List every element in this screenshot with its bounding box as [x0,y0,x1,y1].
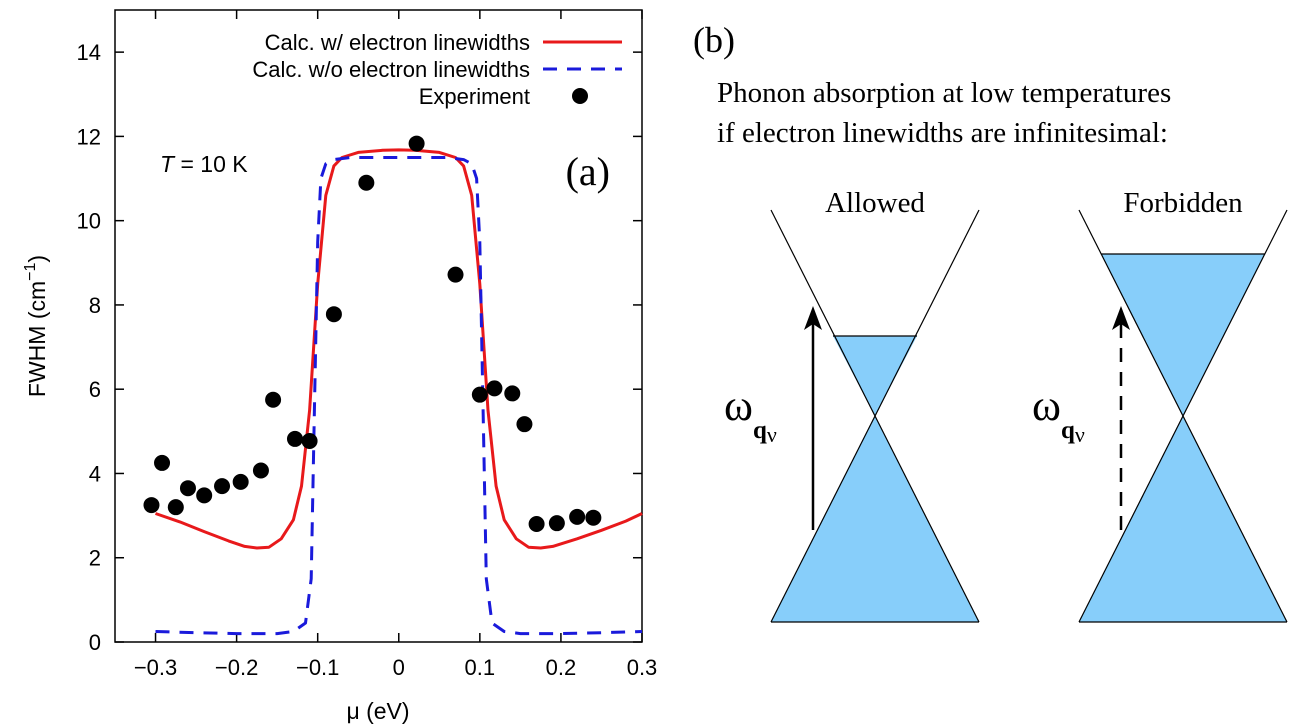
forbidden-upper-fill [1101,254,1265,416]
series-line-without-linewidths [155,156,643,636]
experiment-point [286,430,303,447]
experiment-point [252,462,269,479]
panel-b-caption-line2: if electron linewidths are infinitesimal… [717,117,1168,149]
allowed-title: Allowed [825,187,925,219]
panel-b-label: (b) [693,20,735,60]
experiment-point [143,497,160,514]
experiment-point [196,487,213,504]
experiment-point [504,385,521,402]
forbidden-cone: Forbidden ωqν [1032,187,1288,623]
experiment-point [301,433,318,450]
x-tick-label: 0.1 [465,655,496,680]
y-tick-label: 0 [89,630,101,655]
y-tick-label: 4 [89,461,101,486]
experiment-point [569,508,586,525]
series-layer [143,135,643,636]
experiment-point [471,386,488,403]
legend-marker [572,88,588,104]
experiment-point [447,266,464,283]
experiment-point [167,499,184,516]
allowed-lower-cone-fill [771,416,979,622]
axis-ticks: −0.3 −0.2 −0.1 0 0.1 0.2 0.3 0 2 4 6 8 10 12 14 [77,10,658,680]
y-tick-label: 6 [89,377,101,402]
legend-label: Calc. w/o electron linewidths [252,57,530,82]
allowed-cone: Allowed ωqν [724,187,980,623]
experiment-point [548,515,565,532]
allowed-arrow-head [804,306,822,330]
experiment-point [265,391,282,408]
panel-b-caption-line1: Phonon absorption at low temperatures [717,77,1171,109]
legend-label: Calc. w/ electron linewidths [265,30,530,55]
plot-frame [114,9,643,643]
experiment-point [516,416,533,433]
x-axis-label: μ (eV) [346,698,409,724]
y-tick-label: 2 [89,546,101,571]
temperature-annotation: T = 10 K [160,151,248,177]
legend-label: Experiment [419,84,530,109]
series-line-with-linewidths [155,148,643,550]
panel-b-diagram: (b) Phonon absorption at low temperature… [693,20,1288,623]
experiment-point [154,454,171,471]
y-axis-label: FWHM (cm−1) [22,255,50,397]
forbidden-arrow-head [1112,306,1130,330]
experiment-point [358,174,375,191]
experiment-point [486,380,503,397]
x-tick-label: 0 [393,655,405,680]
x-tick-label: −0.3 [134,655,177,680]
experiment-point [325,306,342,323]
forbidden-title: Forbidden [1123,187,1243,219]
experiment-point [408,135,425,152]
x-tick-label: 0.3 [627,655,658,680]
experiment-point [214,478,231,495]
panel-a-label: (a) [566,149,610,194]
y-tick-label: 12 [77,124,101,149]
allowed-omega-label: ωqν [724,381,777,447]
y-tick-label: 8 [89,293,101,318]
x-tick-label: −0.2 [215,655,258,680]
panel-a-chart: −0.3 −0.2 −0.1 0 0.1 0.2 0.3 0 2 4 6 8 10 12 14 Calc. … [22,9,658,724]
y-tick-label: 10 [77,209,101,234]
forbidden-lower-cone-fill [1079,416,1287,622]
y-tick-label: 14 [77,40,101,65]
experiment-point [528,516,545,533]
allowed-cone-edge-right [770,209,980,623]
allowed-upper-fill [833,336,917,416]
x-tick-label: −0.1 [296,655,339,680]
experiment-point [179,480,196,497]
experiment-point [585,509,602,526]
forbidden-cone-edge-right [1078,209,1288,623]
x-tick-label: 0.2 [546,655,577,680]
experiment-point [232,473,249,490]
forbidden-omega-label: ωqν [1032,381,1085,447]
